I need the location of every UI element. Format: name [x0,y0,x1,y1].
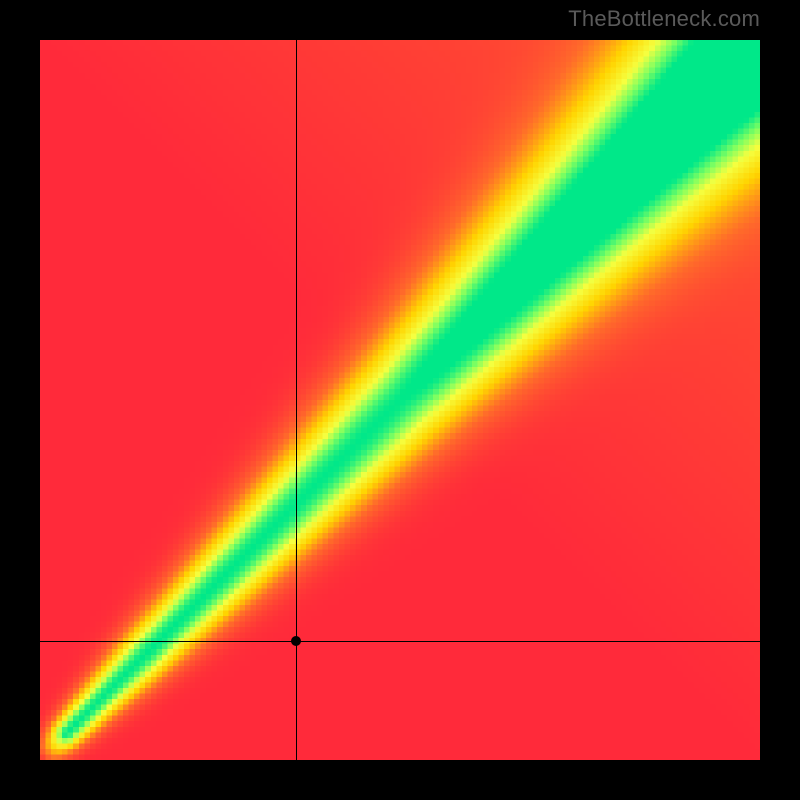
crosshair-vertical [296,40,297,760]
crosshair-marker [291,636,301,646]
heatmap-plot [40,40,760,760]
crosshair-horizontal [40,641,760,642]
heatmap-canvas [40,40,760,760]
watermark-text: TheBottleneck.com [568,6,760,32]
